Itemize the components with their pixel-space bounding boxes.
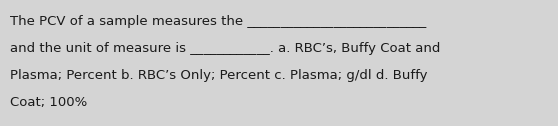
Text: The PCV of a sample measures the ___________________________: The PCV of a sample measures the _______… — [10, 15, 431, 28]
Text: Plasma; Percent b. RBC’s Only; Percent c. Plasma; g/dl d. Buffy: Plasma; Percent b. RBC’s Only; Percent c… — [10, 69, 427, 82]
Text: Coat; 100%: Coat; 100% — [10, 96, 87, 109]
Text: and the unit of measure is ____________. a. RBC’s, Buffy Coat and: and the unit of measure is ____________.… — [10, 42, 440, 55]
